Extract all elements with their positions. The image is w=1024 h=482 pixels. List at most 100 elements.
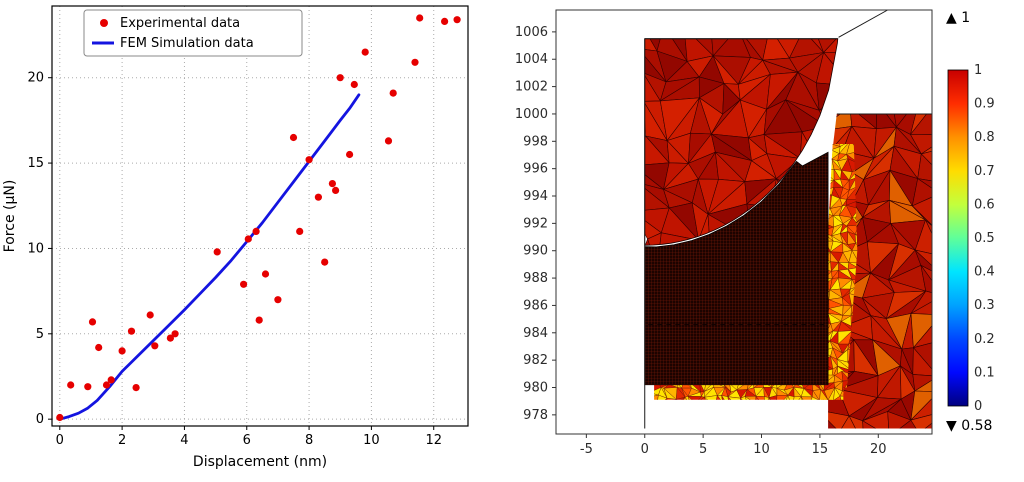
colorbar-tick-label: 0.7 — [974, 164, 995, 179]
x-tick-label: -5 — [580, 442, 593, 457]
data-point — [151, 342, 159, 350]
legend-marker-experimental — [100, 19, 108, 27]
colorbar-tick-label: 0.8 — [974, 130, 995, 145]
right-chart-svg: 1006100410021000998996994992990988986984… — [515, 9, 995, 457]
data-point — [296, 227, 304, 235]
axis-ticks: 0 2 4 6 8 10 12 0 5 10 15 20 Displacement (nm) Force … — [2, 71, 442, 470]
y-tick-label: 980 — [523, 380, 548, 395]
fem-simulation-line — [58, 93, 361, 421]
data-point — [132, 384, 140, 392]
colorbar-max-marker: ▲ 1 — [946, 10, 970, 26]
geometry-outlines — [644, 9, 932, 429]
y-axis-label: Force (μN) — [2, 180, 18, 253]
data-point — [171, 330, 179, 338]
data-point — [389, 89, 397, 97]
data-point — [56, 413, 64, 422]
data-point — [361, 48, 369, 56]
data-point — [255, 316, 263, 324]
data-point — [411, 58, 419, 66]
data-point — [261, 270, 270, 278]
colorbar-tick-label: 0.6 — [974, 197, 995, 212]
colorbar-tick-label: 0.9 — [974, 97, 995, 112]
legend-label-fem: FEM Simulation data — [120, 36, 254, 51]
y-tick-label: 988 — [523, 271, 548, 286]
data-point — [166, 334, 174, 342]
data-point — [289, 133, 298, 142]
x-tick-label: 8 — [305, 433, 313, 448]
y-tick-label: 1002 — [515, 80, 548, 95]
data-point — [252, 227, 260, 235]
colorbar-tick-label: 0.4 — [974, 265, 995, 280]
colorbar: 1 0.9 0.8 0.7 0.6 0.5 0.4 0.3 0.2 0.1 0 ▲ 1 ▼ 0.58 — [946, 10, 995, 434]
left-chart-svg: 0 2 4 6 8 10 12 0 5 10 15 20 Displacement (nm) Force … — [2, 5, 469, 470]
data-point — [350, 80, 358, 89]
data-point — [240, 280, 248, 288]
data-point — [328, 180, 336, 188]
data-point — [88, 318, 97, 326]
x-tick-label: 10 — [363, 433, 380, 448]
legend-label-experimental: Experimental data — [120, 16, 240, 31]
colorbar-tick-label: 0.2 — [974, 332, 995, 347]
y-tick-label: 5 — [36, 327, 44, 342]
colorbar-tick-label: 1 — [974, 63, 982, 78]
colorbar-min-marker: ▼ 0.58 — [946, 418, 992, 434]
force-displacement-chart: 0 2 4 6 8 10 12 0 5 10 15 20 Displacement (nm) Force … — [0, 0, 492, 482]
y-tick-label: 15 — [27, 156, 44, 171]
y-tick-label: 982 — [523, 353, 548, 368]
dense-mesh-region — [644, 151, 829, 386]
x-tick-label: 10 — [753, 442, 770, 457]
data-point — [332, 186, 340, 194]
data-point — [95, 343, 103, 352]
y-tick-label: 1000 — [515, 107, 548, 122]
y-tick-label: 998 — [523, 134, 548, 149]
data-point — [336, 74, 344, 82]
data-point — [244, 235, 252, 243]
plot-border — [555, 9, 933, 435]
y-tick-label: 994 — [523, 189, 548, 204]
y-tick-label: 990 — [523, 244, 548, 259]
x-axis-label: Displacement (nm) — [193, 454, 327, 470]
data-point — [146, 311, 154, 319]
data-point — [84, 383, 92, 391]
colorbar-tick-label: 0 — [974, 399, 982, 414]
y-tick-label: 20 — [27, 71, 44, 86]
data-point — [314, 193, 322, 201]
x-tick-label: 0 — [641, 442, 649, 457]
y-tick-label: 984 — [523, 326, 548, 341]
gridlines — [52, 6, 468, 426]
data-point — [118, 347, 126, 355]
data-point — [127, 327, 136, 335]
x-tick-label: 5 — [699, 442, 707, 457]
x-tick-label: 20 — [870, 442, 887, 457]
colorbar-tick-label: 0.1 — [974, 365, 995, 380]
y-tick-label: 1006 — [515, 25, 548, 40]
plot-border — [51, 5, 469, 427]
data-point — [107, 376, 115, 384]
x-tick-label: 2 — [118, 433, 126, 448]
fem-mesh-plot: 1006 1004 1002 1000 998 996 994 992 990 988 986 984… — [492, 0, 1024, 482]
legend: Experimental data FEM Simulation data — [83, 9, 303, 57]
x-tick-label: 6 — [243, 433, 251, 448]
x-tick-label: 12 — [425, 433, 442, 448]
y-tick-label: 996 — [523, 162, 548, 177]
data-point — [321, 258, 329, 266]
data-point — [453, 16, 461, 24]
data-point — [274, 296, 282, 304]
x-tick-label: 0 — [56, 433, 64, 448]
data-point — [213, 248, 221, 256]
data-point — [416, 14, 424, 22]
colorbar-tick-label: 0.5 — [974, 231, 995, 246]
y-tick-label: 978 — [523, 408, 548, 423]
y-tick-label: 986 — [523, 298, 548, 313]
y-tick-label: 10 — [27, 241, 44, 256]
x-tick-label: 15 — [812, 442, 829, 457]
x-tick-label: 4 — [180, 433, 188, 448]
colorbar-gradient — [947, 69, 969, 407]
experimental-points — [56, 14, 461, 422]
data-point — [67, 381, 75, 389]
y-tick-label: 992 — [523, 216, 548, 231]
data-point — [384, 137, 393, 145]
data-point — [441, 17, 449, 25]
data-point — [102, 381, 111, 389]
